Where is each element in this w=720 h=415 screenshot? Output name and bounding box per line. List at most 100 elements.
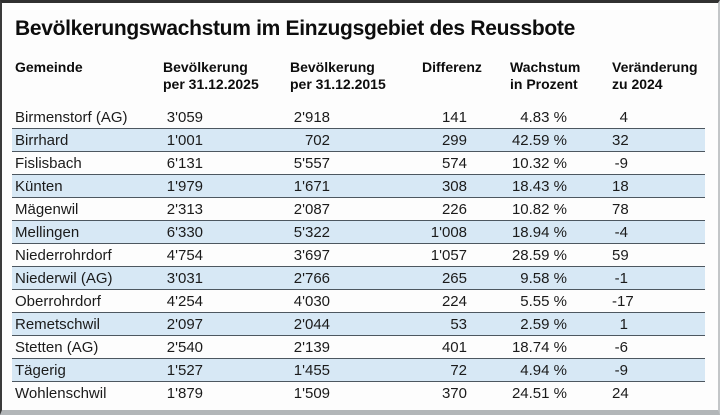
table-row: Birrhard 1'001 702 299 42.59 % 32 <box>12 129 705 152</box>
table-row: Mägenwil 2'313 2'087 226 10.82 % 78 <box>12 198 705 221</box>
cell-bevoelkerung-2015: 1'671 <box>293 177 330 195</box>
cell-differenz: 370 <box>441 385 467 402</box>
column-header-line1: Bevölkerung <box>290 59 375 75</box>
column-header-line1: Gemeinde <box>15 59 83 75</box>
cell-bevoelkerung-2025: 2'097 <box>166 315 203 333</box>
column-header-line1: Wachstum <box>510 59 581 75</box>
cell-bevoelkerung-2025: 6'131 <box>166 154 203 172</box>
cell-gemeinde: Birrhard <box>15 131 69 149</box>
cell-bevoelkerung-2015: 5'557 <box>293 154 330 172</box>
column-header-bevoelkerung-2025: Bevölkerung per 31.12.2025 <box>163 59 290 93</box>
cell-wachstum-prozent: 2.59 % <box>520 315 567 333</box>
cell-veraenderung-2024: -6 <box>614 338 628 356</box>
table-row: Wohlenschwil 1'879 1'509 370 24.51 % 24 <box>12 382 705 405</box>
table-row: Künten 1'979 1'671 308 18.43 % 18 <box>12 175 705 198</box>
column-header-line2: per 31.12.2015 <box>290 76 386 92</box>
cell-bevoelkerung-2025: 1'879 <box>166 385 203 402</box>
cell-bevoelkerung-2025: 1'527 <box>166 361 203 379</box>
column-header-line1: Bevölkerung <box>163 59 248 75</box>
cell-veraenderung-2024: 4 <box>619 108 628 126</box>
cell-wachstum-prozent: 4.94 % <box>520 361 567 379</box>
cell-veraenderung-2024: 32 <box>612 131 629 149</box>
cell-bevoelkerung-2015: 2'766 <box>293 269 330 287</box>
table-row: Remetschwil 2'097 2'044 53 2.59 % 1 <box>12 313 705 336</box>
cell-differenz: 226 <box>441 200 467 218</box>
cell-veraenderung-2024: 78 <box>612 200 629 218</box>
column-header-bevoelkerung-2015: Bevölkerung per 31.12.2015 <box>290 59 422 93</box>
column-header-line2: in Prozent <box>510 76 578 92</box>
cell-differenz: 574 <box>441 154 467 172</box>
table-header: Gemeinde Bevölkerung per 31.12.2025 Bevö… <box>12 59 705 93</box>
cell-gemeinde: Tägerig <box>15 361 66 379</box>
cell-gemeinde: Stetten (AG) <box>15 338 99 356</box>
cell-veraenderung-2024: 1 <box>619 315 628 333</box>
page-title: Bevölkerungswachstum im Einzugsgebiet de… <box>15 17 576 40</box>
cell-wachstum-prozent: 24.51 % <box>511 385 567 402</box>
cell-veraenderung-2024: -17 <box>612 292 634 310</box>
table-row: Niederwil (AG) 3'031 2'766 265 9.58 % -1 <box>12 267 705 290</box>
cell-bevoelkerung-2025: 4'754 <box>166 246 203 264</box>
cell-bevoelkerung-2025: 3'031 <box>166 269 203 287</box>
cell-veraenderung-2024: 18 <box>612 177 629 195</box>
cell-veraenderung-2024: -9 <box>614 361 628 379</box>
cell-differenz: 141 <box>441 108 467 126</box>
column-header-line1: Differenz <box>422 59 482 75</box>
cell-wachstum-prozent: 10.82 % <box>511 200 567 218</box>
cell-gemeinde: Fislisbach <box>15 154 82 172</box>
table-row: Birmenstorf (AG) 3'059 2'918 141 4.83 % … <box>12 106 705 129</box>
cell-bevoelkerung-2025: 1'979 <box>166 177 203 195</box>
table-row: Oberrohrdorf 4'254 4'030 224 5.55 % -17 <box>12 290 705 313</box>
table-row: Tägerig 1'527 1'455 72 4.94 % -9 <box>12 359 705 382</box>
cell-gemeinde: Wohlenschwil <box>15 385 107 402</box>
cell-wachstum-prozent: 42.59 % <box>511 131 567 149</box>
cell-bevoelkerung-2025: 6'330 <box>166 223 203 241</box>
cell-wachstum-prozent: 5.55 % <box>520 292 567 310</box>
column-header-differenz: Differenz <box>422 59 510 93</box>
column-header-line1: Veränderung <box>612 59 698 75</box>
cell-wachstum-prozent: 18.94 % <box>511 223 567 241</box>
cell-bevoelkerung-2015: 2'044 <box>293 315 330 333</box>
cell-gemeinde: Oberrohrdorf <box>15 292 101 310</box>
column-header-line2: zu 2024 <box>612 76 663 92</box>
column-header-gemeinde: Gemeinde <box>12 59 163 93</box>
cell-bevoelkerung-2025: 2'540 <box>166 338 203 356</box>
cell-differenz: 1'008 <box>430 223 467 241</box>
cell-differenz: 401 <box>441 338 467 356</box>
cell-wachstum-prozent: 18.74 % <box>511 338 567 356</box>
cell-bevoelkerung-2015: 4'030 <box>293 292 330 310</box>
cell-bevoelkerung-2015: 2'087 <box>293 200 330 218</box>
cell-bevoelkerung-2015: 1'455 <box>293 361 330 379</box>
cell-wachstum-prozent: 9.58 % <box>520 269 567 287</box>
cell-gemeinde: Niederwil (AG) <box>15 269 113 287</box>
cell-bevoelkerung-2025: 2'313 <box>166 200 203 218</box>
cell-veraenderung-2024: -9 <box>614 154 628 172</box>
cell-differenz: 299 <box>441 131 467 149</box>
cell-wachstum-prozent: 4.83 % <box>520 108 567 126</box>
cell-gemeinde: Remetschwil <box>15 315 101 333</box>
cell-bevoelkerung-2025: 4'254 <box>166 292 203 310</box>
cell-bevoelkerung-2015: 2'139 <box>293 338 330 356</box>
cell-bevoelkerung-2015: 702 <box>304 131 330 149</box>
cell-differenz: 1'057 <box>430 246 467 264</box>
cell-gemeinde: Birmenstorf (AG) <box>15 108 128 126</box>
column-header-wachstum: Wachstum in Prozent <box>510 59 612 93</box>
cell-differenz: 72 <box>450 361 467 379</box>
cell-veraenderung-2024: 24 <box>612 385 629 402</box>
cell-wachstum-prozent: 28.59 % <box>511 246 567 264</box>
table-row: Stetten (AG) 2'540 2'139 401 18.74 % -6 <box>12 336 705 359</box>
cell-wachstum-prozent: 10.32 % <box>511 154 567 172</box>
table-row: Fislisbach 6'131 5'557 574 10.32 % -9 <box>12 152 705 175</box>
cell-differenz: 265 <box>441 269 467 287</box>
cell-veraenderung-2024: 59 <box>612 246 629 264</box>
cell-bevoelkerung-2015: 1'509 <box>293 385 330 402</box>
column-header-line2: per 31.12.2025 <box>163 76 259 92</box>
cell-bevoelkerung-2015: 5'322 <box>293 223 330 241</box>
column-header-veraenderung: Veränderung zu 2024 <box>612 59 705 93</box>
table-row: Niederrohrdorf 4'754 3'697 1'057 28.59 %… <box>12 244 705 267</box>
cell-bevoelkerung-2015: 3'697 <box>293 246 330 264</box>
cell-bevoelkerung-2015: 2'918 <box>293 108 330 126</box>
table-body: Birmenstorf (AG) 3'059 2'918 141 4.83 % … <box>12 106 705 405</box>
cell-wachstum-prozent: 18.43 % <box>511 177 567 195</box>
cell-veraenderung-2024: -1 <box>614 269 628 287</box>
